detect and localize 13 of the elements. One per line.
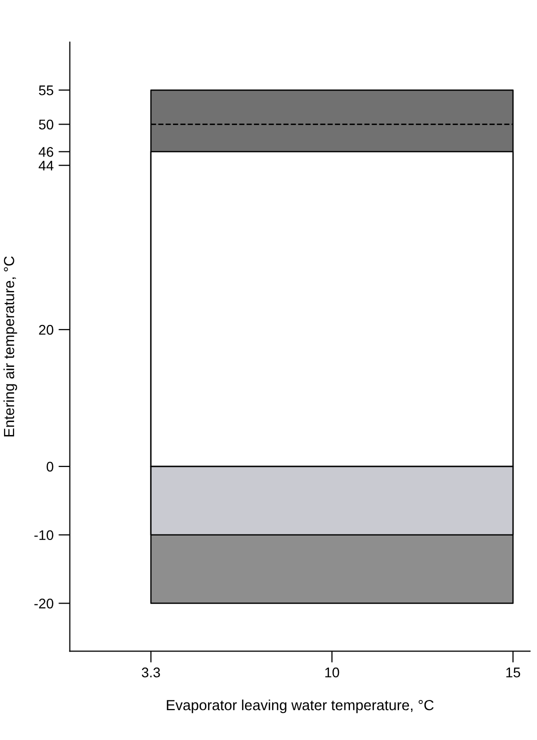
y-axis-title: Entering air temperature, °C: [4, 256, 18, 436]
y-tick-label: -10: [34, 530, 54, 540]
x-axis-title: Evaporator leaving water temperature, °C: [166, 700, 434, 714]
y-tick-label: 44: [38, 160, 54, 170]
x-tick-label: 10: [325, 668, 340, 678]
y-tick-label: 0: [46, 462, 54, 472]
y-tick-label: 55: [38, 86, 54, 96]
y-tick-label: -20: [34, 598, 54, 608]
y-tick-label: 20: [39, 324, 54, 335]
y-tick-label: 46: [38, 147, 54, 157]
y-tick-label: 50: [38, 120, 54, 130]
x-tick-label: 3.3: [142, 668, 160, 678]
x-tick-label: 15: [506, 668, 520, 678]
